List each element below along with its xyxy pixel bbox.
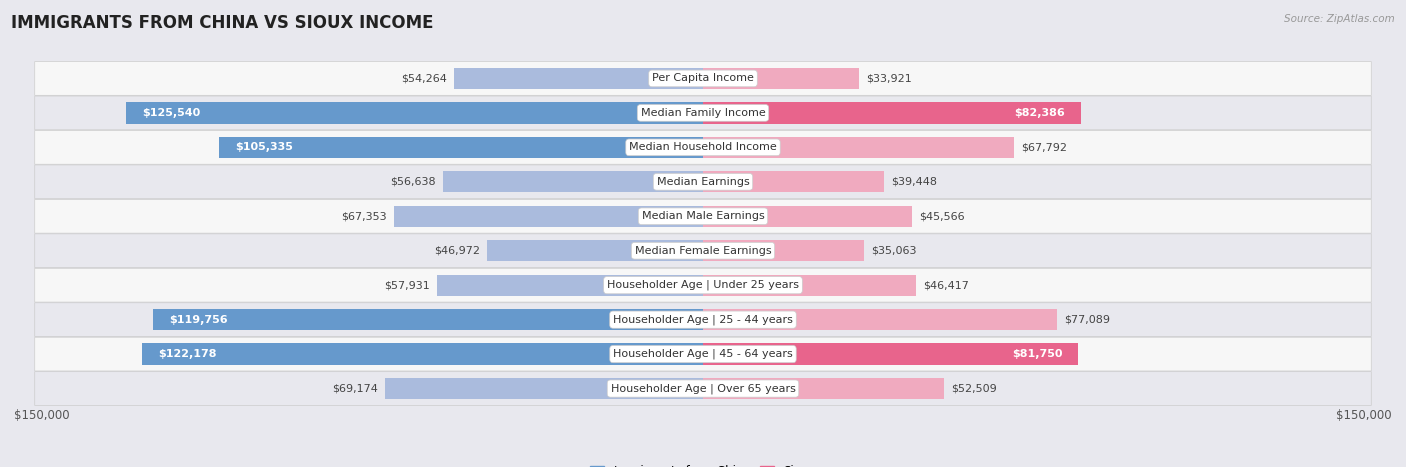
FancyBboxPatch shape bbox=[35, 199, 1371, 233]
Bar bbox=[703, 205, 912, 227]
FancyBboxPatch shape bbox=[35, 96, 1371, 130]
Text: Householder Age | 25 - 44 years: Householder Age | 25 - 44 years bbox=[613, 314, 793, 325]
Text: $150,000: $150,000 bbox=[14, 409, 70, 422]
Bar bbox=[437, 275, 703, 296]
FancyBboxPatch shape bbox=[35, 234, 1371, 268]
Text: $77,089: $77,089 bbox=[1064, 315, 1109, 325]
Bar bbox=[142, 343, 703, 365]
FancyBboxPatch shape bbox=[35, 337, 1371, 371]
Text: $33,921: $33,921 bbox=[866, 73, 911, 84]
Bar bbox=[703, 240, 865, 262]
Text: $125,540: $125,540 bbox=[142, 108, 201, 118]
Bar bbox=[394, 205, 703, 227]
Text: Householder Age | Over 65 years: Householder Age | Over 65 years bbox=[610, 383, 796, 394]
Text: Median Female Earnings: Median Female Earnings bbox=[634, 246, 772, 256]
Legend: Immigrants from China, Sioux: Immigrants from China, Sioux bbox=[585, 460, 821, 467]
Bar bbox=[703, 378, 945, 399]
Text: $122,178: $122,178 bbox=[157, 349, 217, 359]
Bar bbox=[127, 102, 703, 124]
Text: $69,174: $69,174 bbox=[333, 383, 378, 394]
Text: $56,638: $56,638 bbox=[391, 177, 436, 187]
Text: Median Earnings: Median Earnings bbox=[657, 177, 749, 187]
Text: $67,792: $67,792 bbox=[1021, 142, 1067, 152]
Text: $46,972: $46,972 bbox=[434, 246, 481, 256]
FancyBboxPatch shape bbox=[35, 165, 1371, 198]
Bar bbox=[443, 171, 703, 192]
Text: $57,931: $57,931 bbox=[384, 280, 430, 290]
Text: $35,063: $35,063 bbox=[870, 246, 917, 256]
Bar bbox=[703, 275, 917, 296]
Bar bbox=[153, 309, 703, 330]
Text: $52,509: $52,509 bbox=[950, 383, 997, 394]
Text: Householder Age | Under 25 years: Householder Age | Under 25 years bbox=[607, 280, 799, 290]
Bar bbox=[488, 240, 703, 262]
Text: $119,756: $119,756 bbox=[169, 315, 228, 325]
Text: $81,750: $81,750 bbox=[1012, 349, 1063, 359]
Bar bbox=[454, 68, 703, 89]
Text: $150,000: $150,000 bbox=[1336, 409, 1392, 422]
Text: $67,353: $67,353 bbox=[342, 211, 387, 221]
Bar bbox=[703, 309, 1057, 330]
Text: Source: ZipAtlas.com: Source: ZipAtlas.com bbox=[1284, 14, 1395, 24]
FancyBboxPatch shape bbox=[35, 62, 1371, 95]
Bar bbox=[703, 68, 859, 89]
Bar bbox=[385, 378, 703, 399]
FancyBboxPatch shape bbox=[35, 269, 1371, 302]
FancyBboxPatch shape bbox=[35, 130, 1371, 164]
FancyBboxPatch shape bbox=[35, 303, 1371, 337]
Text: $105,335: $105,335 bbox=[235, 142, 294, 152]
Text: $46,417: $46,417 bbox=[924, 280, 969, 290]
Text: Median Household Income: Median Household Income bbox=[628, 142, 778, 152]
Text: $54,264: $54,264 bbox=[401, 73, 447, 84]
Text: Median Male Earnings: Median Male Earnings bbox=[641, 211, 765, 221]
Text: Per Capita Income: Per Capita Income bbox=[652, 73, 754, 84]
Text: $45,566: $45,566 bbox=[920, 211, 965, 221]
Text: IMMIGRANTS FROM CHINA VS SIOUX INCOME: IMMIGRANTS FROM CHINA VS SIOUX INCOME bbox=[11, 14, 433, 32]
Bar bbox=[219, 137, 703, 158]
Bar bbox=[703, 102, 1081, 124]
Text: $82,386: $82,386 bbox=[1015, 108, 1066, 118]
Bar bbox=[703, 171, 884, 192]
Text: $39,448: $39,448 bbox=[891, 177, 936, 187]
Bar bbox=[703, 137, 1014, 158]
Text: Median Family Income: Median Family Income bbox=[641, 108, 765, 118]
Text: Householder Age | 45 - 64 years: Householder Age | 45 - 64 years bbox=[613, 349, 793, 359]
Bar bbox=[703, 343, 1078, 365]
FancyBboxPatch shape bbox=[35, 372, 1371, 405]
